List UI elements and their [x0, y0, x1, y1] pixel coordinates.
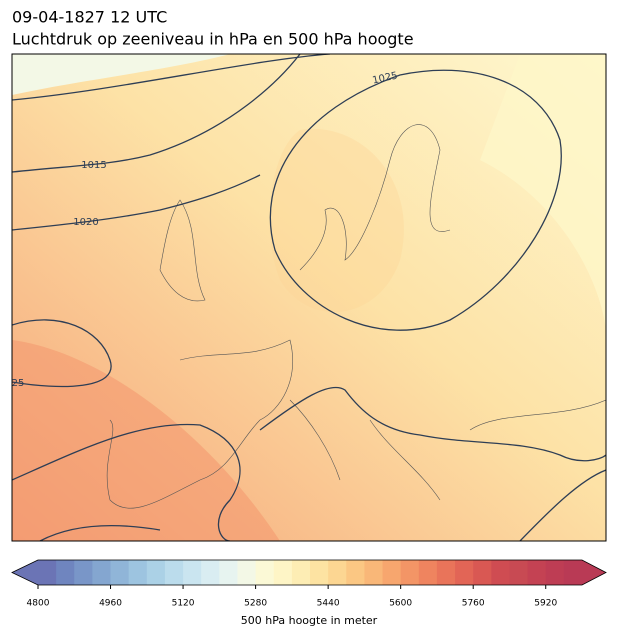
contour-label: 25: [12, 378, 25, 389]
colorbar-segment: [56, 560, 75, 585]
colorbar-segment: [146, 560, 166, 585]
colorbar-segment: [382, 560, 402, 585]
colorbar-segment: [455, 560, 474, 585]
isobar: [39, 524, 161, 541]
colorbar-segment: [38, 560, 57, 585]
contour-label: 1025: [372, 70, 399, 86]
map-region: [12, 54, 230, 95]
map-time: 09-04-1827 12 UTC: [12, 8, 167, 27]
colorbar-segment: [400, 560, 420, 585]
colorbar-segment: [563, 560, 583, 585]
colorbar-segment: [92, 560, 112, 585]
isobar: [12, 54, 301, 173]
colorbar-segment: [164, 560, 184, 585]
colorbar-tick-label: 4960: [99, 599, 122, 609]
contour-label: 1020: [73, 217, 98, 228]
contour-label: 1015: [81, 160, 106, 171]
isobar: [269, 69, 562, 331]
colorbar-segment: [110, 560, 130, 585]
colorbar-tick-label: 5600: [389, 599, 412, 609]
map-title: Luchtdruk op zeeniveau in hPa en 500 hPa…: [12, 30, 414, 49]
map-region: [480, 54, 606, 330]
colorbar-tick-label: 5280: [244, 599, 267, 609]
colorbar-segment: [273, 560, 293, 585]
colorbar-outline: [11, 559, 607, 586]
colorbar-tick-label: 5120: [172, 599, 195, 609]
colorbar-segment: [436, 560, 456, 585]
colorbar-segment: [346, 560, 365, 585]
colorbar-segment: [291, 560, 311, 585]
colorbar-segment: [418, 560, 438, 585]
colorbar-segment: [74, 560, 93, 585]
colorbar-segment: [473, 560, 492, 585]
colorbar-tick-label: 5440: [317, 599, 340, 609]
colorbar-segment: [201, 560, 220, 585]
map-region: [12, 340, 280, 541]
isobar: [12, 319, 112, 388]
colorbar-extend: [12, 560, 38, 585]
colorbar-tick-label: 5760: [462, 599, 485, 609]
coastline: [289, 399, 606, 501]
colorbar-segment: [310, 560, 329, 585]
colorbar-segment: [128, 560, 148, 585]
coastline: [106, 339, 293, 509]
colorbar-extend: [582, 560, 606, 585]
colorbar-segment: [509, 560, 529, 585]
colorbar-segment: [527, 560, 547, 585]
isobar: [519, 469, 606, 541]
colorbar-tick-label: 4800: [27, 599, 50, 609]
map-frame: [11, 53, 607, 542]
colorbar-segment: [237, 560, 257, 585]
colorbar-label: 500 hPa hoogte in meter: [241, 614, 378, 627]
colorbar-segment: [183, 560, 202, 585]
coastline: [299, 124, 451, 271]
colorbar-segment: [255, 560, 275, 585]
colorbar-segment: [219, 560, 238, 585]
isobar: [259, 386, 606, 462]
isobar: [12, 174, 261, 231]
map-region: [269, 128, 404, 313]
colorbar: 4800 4960 5120 5280 5440 5600 5760 5920: [11, 559, 607, 609]
colorbar-segment: [364, 560, 384, 585]
colorbar-tick-label: 5920: [534, 599, 557, 609]
colorbar-segment: [491, 560, 510, 585]
colorbar-segment: [328, 560, 347, 585]
colorbar-segment: [545, 560, 565, 585]
isobar: [12, 423, 241, 541]
map: 1015 1020 1025 25: [12, 54, 606, 541]
